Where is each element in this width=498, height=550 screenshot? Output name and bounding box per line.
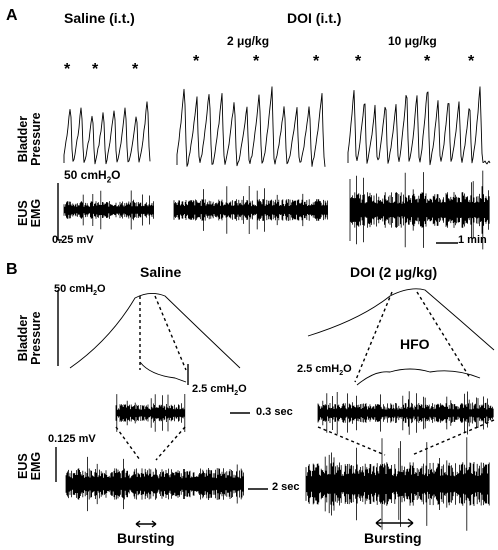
hfo-label: HFO [400, 336, 430, 352]
micturition-marker: * [355, 53, 362, 70]
eus-emg-axis-label: EUS EMG [15, 198, 43, 228]
bursting-arrow-doi [375, 518, 414, 528]
panel-a-letter: A [6, 7, 18, 24]
bladder-pressure-trace-b-saline [69, 293, 241, 369]
micturition-marker: * [468, 53, 475, 70]
eus-emg-trace-b-doi [305, 437, 490, 531]
zoom-pressure-scale-saline: 2.5 cmH2O [192, 383, 247, 398]
eus-emg-axis-label: EUS EMG [15, 451, 43, 481]
zoom-guide-lines-saline [139, 295, 187, 371]
panel-a-dose-10: 10 μg/kg [388, 34, 437, 48]
bladder-pressure-trace-saline [63, 101, 151, 165]
zoom-pressure-scale-doi: 2.5 cmH2O [297, 363, 352, 378]
bladder-pressure-axis-label: Bladder Pressure [15, 311, 43, 365]
panel-a-dose-2: 2 μg/kg [227, 34, 270, 48]
bladder-pressure-trace-doi-10 [347, 86, 491, 166]
zoom-guide-lines-doi [354, 291, 471, 383]
emg-scale-label: 0.125 mV [48, 433, 96, 445]
eus-emg-zoom-saline [115, 394, 186, 432]
panel-b-saline-title: Saline [140, 264, 182, 280]
bladder-pressure-trace-doi-2 [176, 86, 326, 167]
zoom-pressure-trace-doi [356, 368, 481, 386]
pressure-scale-label: 50 cmH2O [54, 283, 106, 298]
bursting-arrow-saline [135, 520, 157, 528]
micturition-marker: * [253, 53, 260, 70]
panel-b-letter: B [6, 261, 18, 278]
bursting-label-doi: Bursting [364, 530, 422, 546]
bladder-pressure-axis-label: Bladder Pressure [15, 112, 43, 166]
pressure-scale-bar-a [57, 183, 62, 241]
slow-time-scale-label: 2 sec [272, 481, 300, 493]
zoom-pressure-trace-saline [139, 361, 187, 383]
micturition-marker: * [64, 61, 71, 78]
micturition-marker: * [193, 53, 200, 70]
eus-emg-trace-saline [63, 190, 154, 230]
eus-emg-trace-doi-10 [349, 170, 490, 250]
micturition-marker: * [424, 53, 431, 70]
panel-b-doi-title: DOI (2 μg/kg) [350, 264, 438, 280]
micturition-marker: * [313, 53, 320, 70]
emg-zoom-guide-lines-doi [317, 419, 495, 456]
micturition-marker: * [92, 61, 99, 78]
emg-zoom-guide-lines-saline [115, 426, 186, 461]
pressure-scale-label: 50 cmH2O [64, 168, 121, 185]
eus-emg-zoom-doi [317, 391, 494, 435]
emg-scale-label: 0.25 mV [52, 234, 94, 246]
micturition-marker: * [132, 61, 139, 78]
panel-a-doi-title: DOI (i.t.) [287, 10, 342, 26]
bladder-pressure-trace-b-doi [307, 288, 495, 351]
eus-emg-trace-b-saline [65, 456, 244, 512]
panel-a-saline-title: Saline (i.t.) [64, 10, 135, 26]
bursting-label-saline: Bursting [117, 530, 175, 546]
time-scale-label: 1 min [458, 234, 487, 246]
eus-emg-trace-doi-2 [173, 186, 328, 234]
fast-time-scale-label: 0.3 sec [256, 406, 293, 418]
